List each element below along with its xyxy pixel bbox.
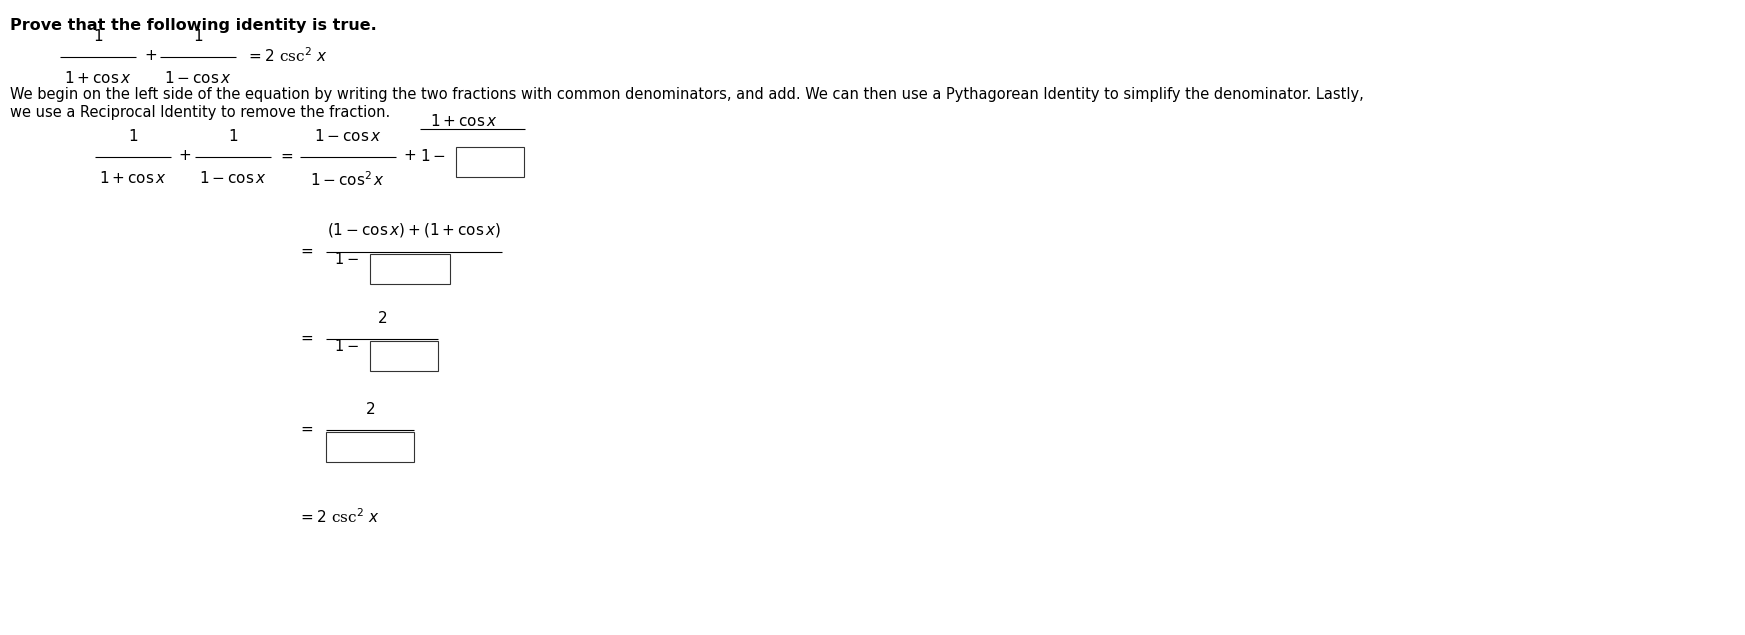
Bar <box>370 341 438 371</box>
Text: $1 + \cos x$: $1 + \cos x$ <box>429 113 497 129</box>
Bar <box>326 432 414 462</box>
Text: $=$: $=$ <box>298 244 314 258</box>
Text: $=$: $=$ <box>298 331 314 345</box>
Text: $1 -$: $1 -$ <box>333 338 359 354</box>
Text: $=$: $=$ <box>298 422 314 436</box>
Text: $1 + \cos x$: $1 + \cos x$ <box>65 70 133 86</box>
Text: $1$: $1$ <box>194 28 202 44</box>
Text: $(1 - \cos x) + (1 + \cos x)$: $(1 - \cos x) + (1 + \cos x)$ <box>326 221 501 239</box>
Text: $1 - \cos x$: $1 - \cos x$ <box>164 70 232 86</box>
Text: $1 -$: $1 -$ <box>421 148 445 164</box>
Text: $2$: $2$ <box>365 401 375 417</box>
Text: $1 - \cos^2 x$: $1 - \cos^2 x$ <box>311 170 386 189</box>
Bar <box>455 147 524 177</box>
Text: $2$: $2$ <box>377 310 387 326</box>
Text: $1$: $1$ <box>127 128 138 144</box>
Text: $1 -$: $1 -$ <box>333 251 359 267</box>
Text: We begin on the left side of the equation by writing the two fractions with comm: We begin on the left side of the equatio… <box>10 87 1365 102</box>
Text: $+$: $+$ <box>403 149 415 163</box>
Text: $+$: $+$ <box>145 49 157 63</box>
Text: $= 2\ \mathregular{csc}^2\ x$: $= 2\ \mathregular{csc}^2\ x$ <box>246 46 328 65</box>
Text: $1 - \cos x$: $1 - \cos x$ <box>199 170 267 186</box>
Text: $1 + \cos x$: $1 + \cos x$ <box>99 170 168 186</box>
Text: $1$: $1$ <box>92 28 103 44</box>
Text: $+$: $+$ <box>178 149 192 163</box>
Text: $=$: $=$ <box>277 149 295 163</box>
Text: we use a Reciprocal Identity to remove the fraction.: we use a Reciprocal Identity to remove t… <box>10 105 391 120</box>
Text: $= 2\ \mathregular{csc}^2\ x$: $= 2\ \mathregular{csc}^2\ x$ <box>298 507 380 526</box>
Bar <box>370 254 450 284</box>
Text: $1 - \cos x$: $1 - \cos x$ <box>314 128 382 144</box>
Text: $1$: $1$ <box>229 128 237 144</box>
Text: Prove that the following identity is true.: Prove that the following identity is tru… <box>10 18 377 33</box>
